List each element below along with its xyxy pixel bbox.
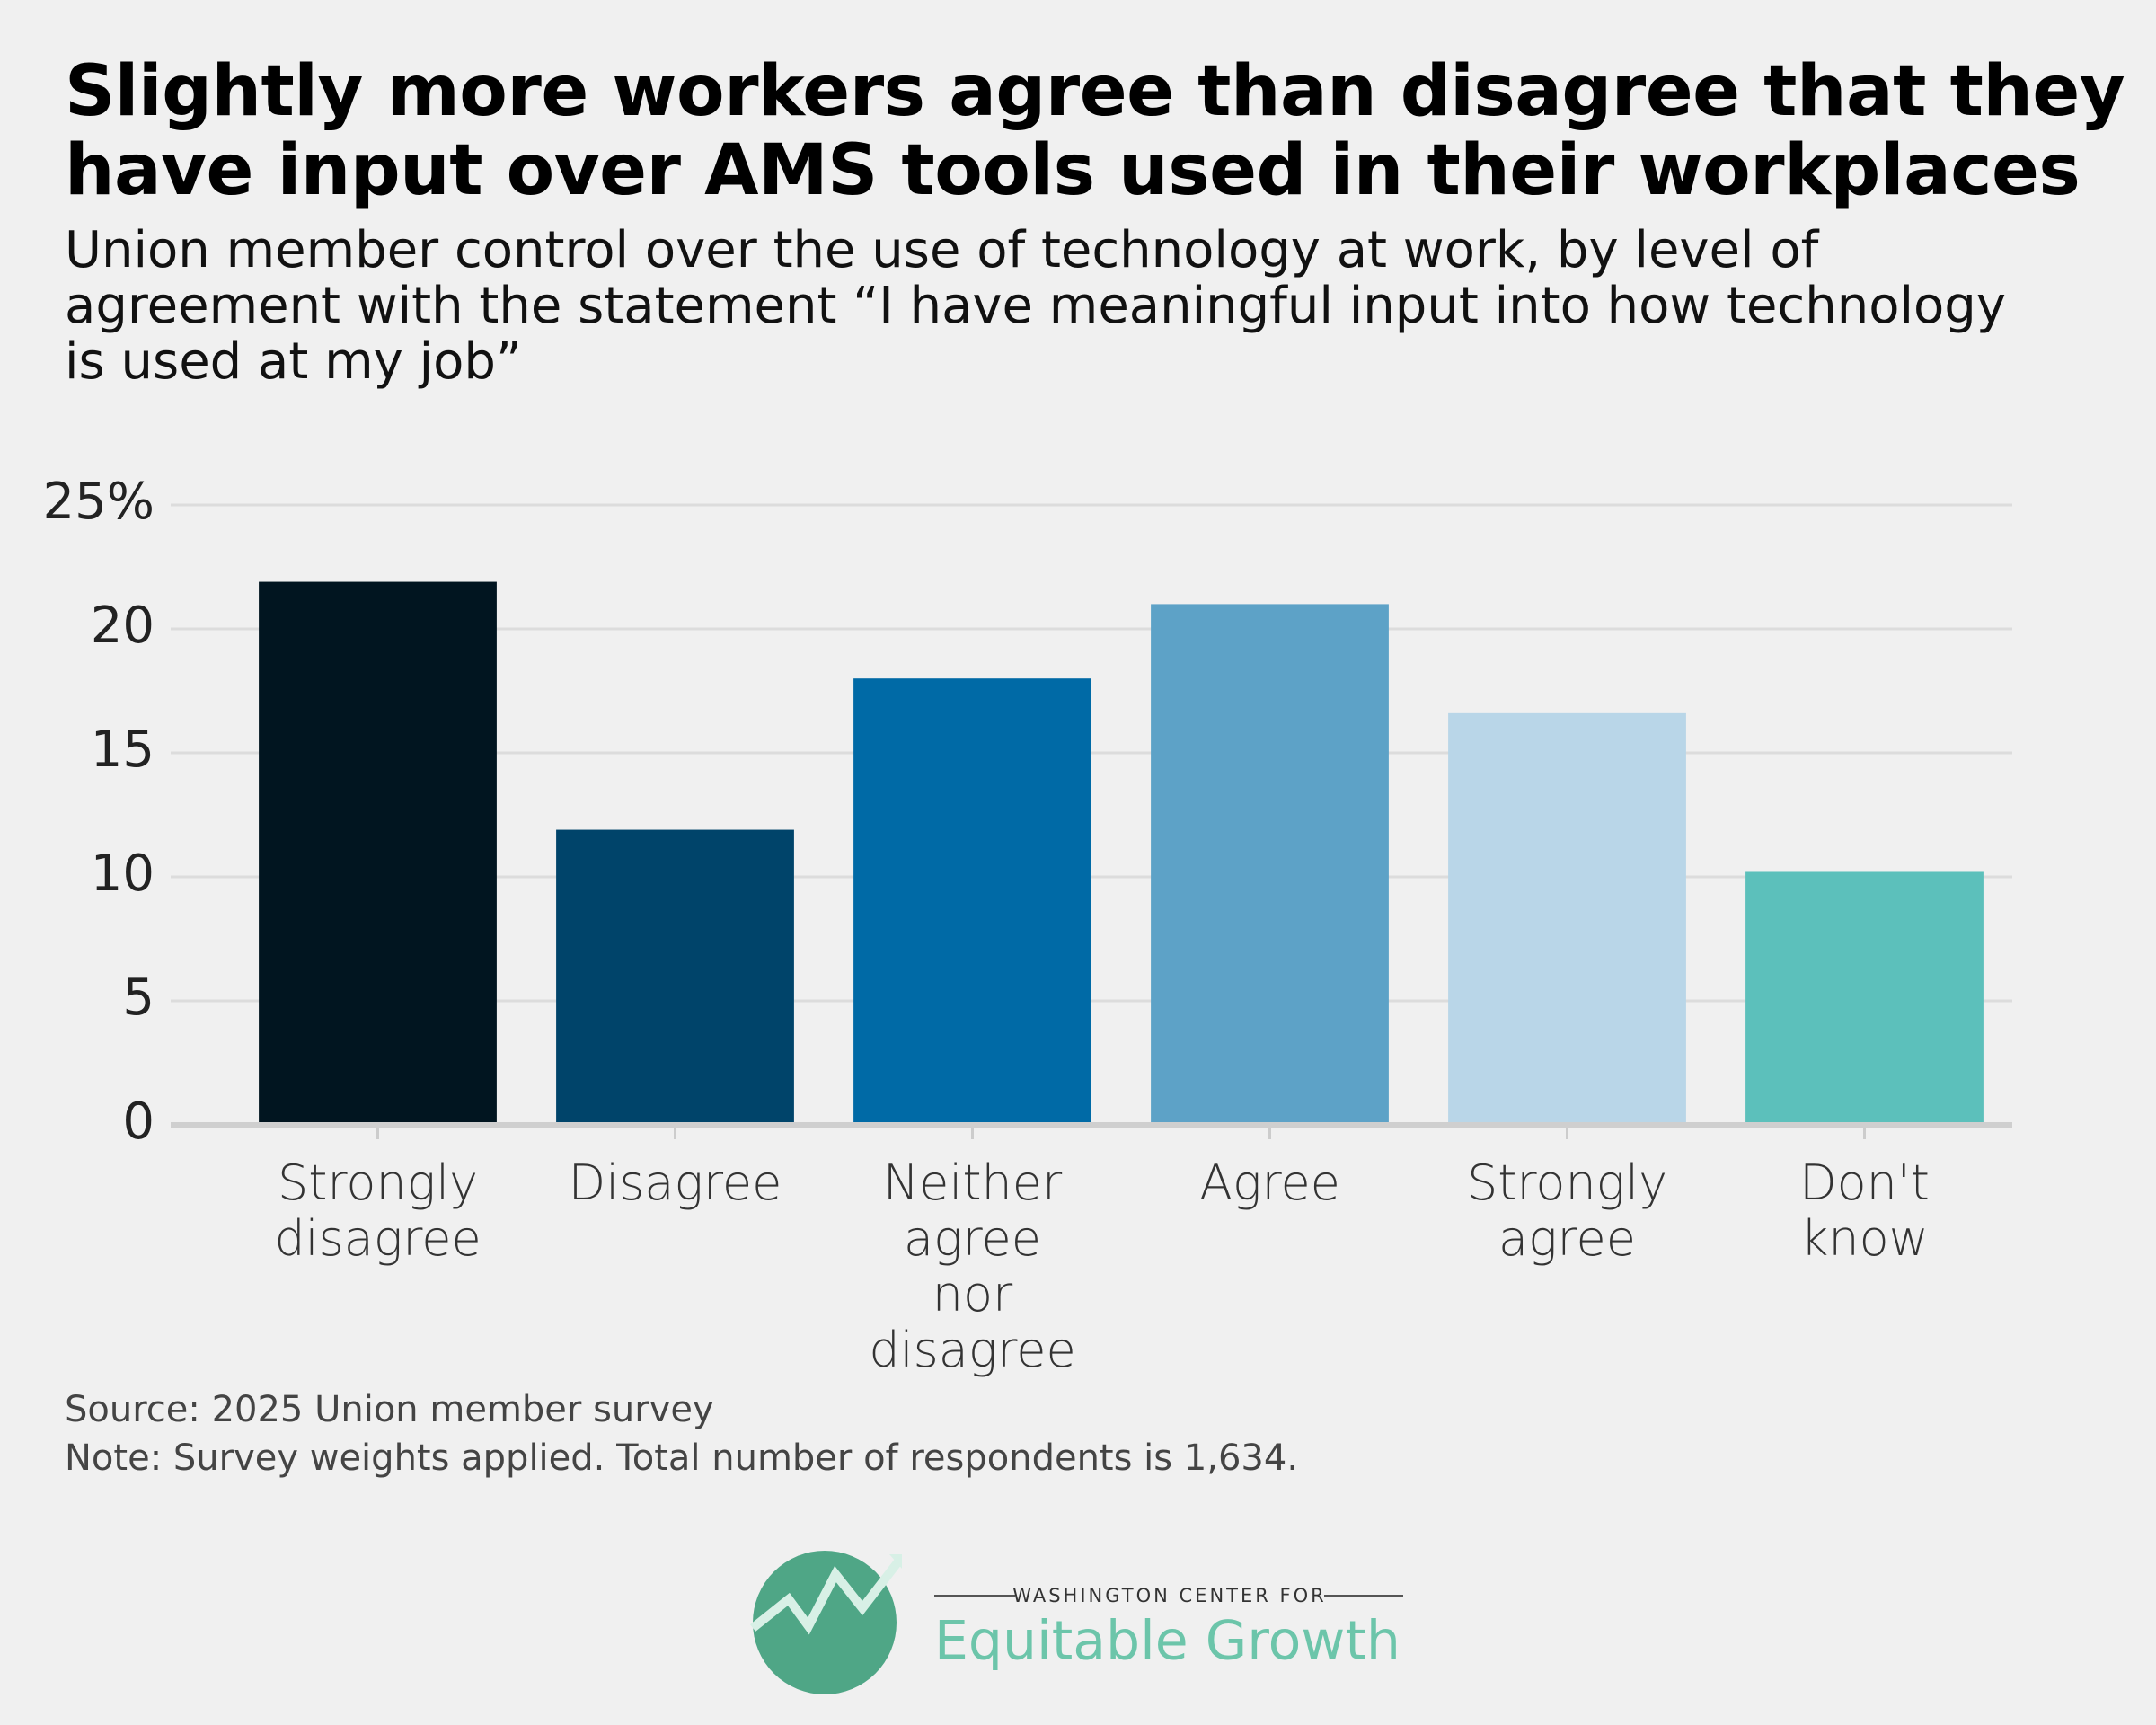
y-tick-label: 15 xyxy=(91,721,155,779)
note: Note: Survey weights applied. Total numb… xyxy=(65,1438,1299,1479)
logo-arrowhead xyxy=(889,1554,902,1569)
x-tick-label: Disagree xyxy=(568,1154,782,1211)
logo-circle xyxy=(753,1551,897,1694)
y-tick-label: 10 xyxy=(91,845,155,903)
bar xyxy=(1745,871,1984,1125)
bar xyxy=(1151,604,1389,1125)
logo-name: Equitable Growth xyxy=(934,1610,1401,1673)
bar xyxy=(1448,712,1686,1125)
y-tick-label: 0 xyxy=(122,1092,155,1151)
logo: WASHINGTON CENTER FOR Equitable Growth xyxy=(749,1551,1403,1694)
x-tick-label: Agree xyxy=(1199,1154,1340,1211)
x-tick-label: Neither agree nor disagree xyxy=(869,1154,1076,1378)
x-tick-label: Strongly agree xyxy=(1466,1154,1668,1267)
x-tick-label: Strongly disagree xyxy=(274,1154,482,1267)
bar xyxy=(853,678,1091,1125)
bar xyxy=(556,829,794,1125)
logo-top: WASHINGTON CENTER FOR xyxy=(1012,1585,1326,1606)
chart-subtitle: Union member control over the use of tec… xyxy=(65,221,2006,391)
source: Source: 2025 Union member survey xyxy=(65,1389,714,1430)
y-tick-label: 20 xyxy=(91,597,155,655)
y-tick-label: 5 xyxy=(122,969,155,1027)
bar xyxy=(259,581,497,1125)
chart-title: Slightly more workers agree than disagre… xyxy=(65,51,2125,211)
x-tick-label: Don't know xyxy=(1799,1154,1930,1267)
y-tick-label: 25% xyxy=(43,473,155,531)
logo-arrow xyxy=(749,1558,902,1635)
